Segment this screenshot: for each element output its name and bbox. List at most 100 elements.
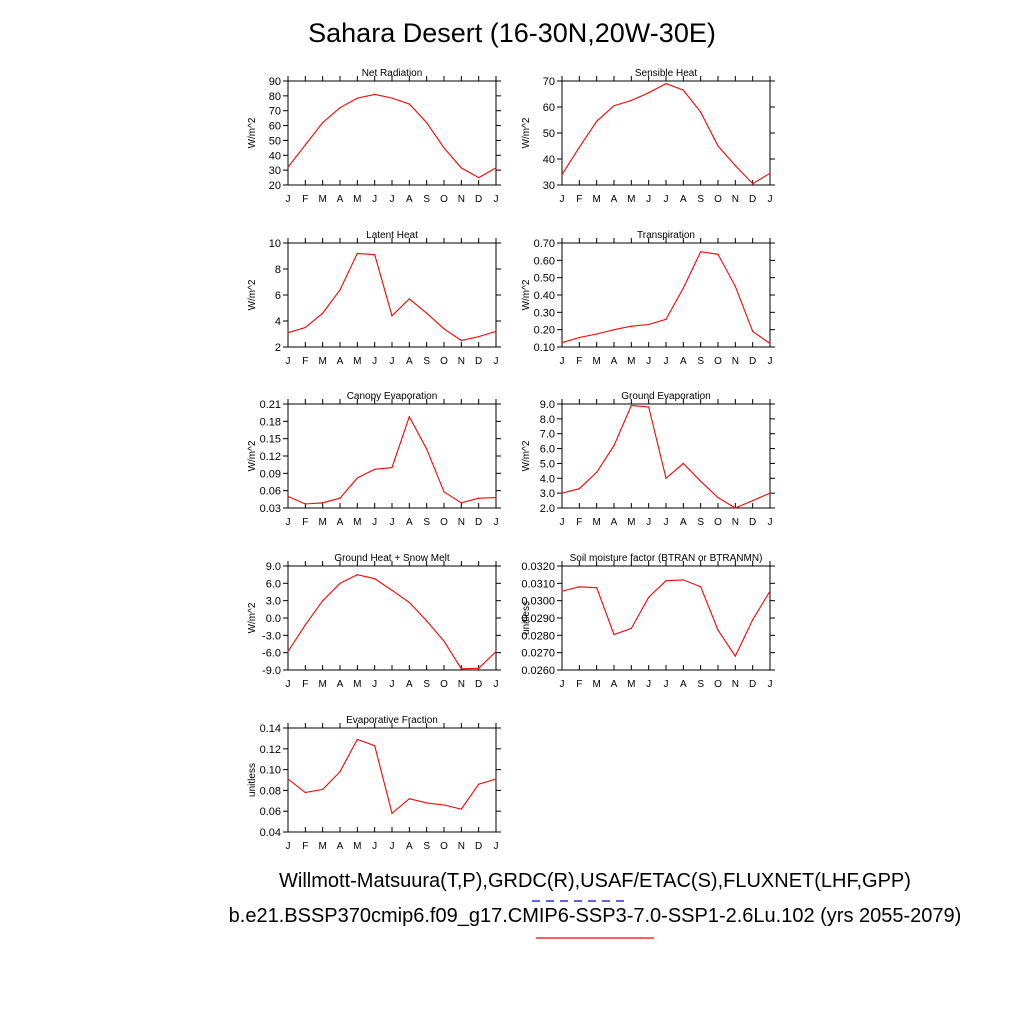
- y-tick-label: 30: [269, 165, 281, 177]
- data-point: [734, 507, 736, 509]
- data-point: [630, 404, 632, 407]
- plot-frame: [287, 403, 497, 509]
- x-tick-label: S: [423, 356, 430, 367]
- data-point: [769, 342, 771, 345]
- panel-title: Ground Evaporation: [621, 391, 711, 402]
- data-point: [374, 254, 376, 256]
- x-tick-label: A: [611, 517, 618, 528]
- y-tick-label: 9.0: [266, 561, 281, 573]
- data-point: [578, 586, 580, 588]
- data-point: [443, 491, 445, 493]
- y-tick-label: 0.0260: [521, 665, 555, 677]
- data-point: [561, 590, 563, 592]
- data-point: [752, 330, 754, 332]
- x-tick-label: O: [440, 679, 448, 690]
- data-point: [596, 587, 598, 589]
- x-tick-label: M: [627, 517, 635, 528]
- y-tick-label: 0.06: [260, 806, 281, 818]
- x-tick-label: J: [664, 356, 669, 367]
- x-tick-label: J: [390, 356, 395, 367]
- x-tick-label: D: [475, 841, 482, 852]
- data-point: [339, 771, 341, 773]
- x-tick-label: N: [732, 356, 739, 367]
- x-tick-label: J: [646, 194, 651, 205]
- data-point: [630, 99, 632, 102]
- panel-title: Canopy Evaporation: [347, 391, 438, 402]
- data-point: [339, 289, 341, 291]
- y-tick-label: 0.09: [260, 468, 281, 480]
- data-point: [391, 315, 393, 317]
- x-tick-label: A: [337, 356, 344, 367]
- y-tick-label: 50: [269, 135, 281, 147]
- data-point: [443, 328, 445, 330]
- x-tick-label: M: [318, 356, 326, 367]
- data-point: [322, 122, 324, 124]
- x-tick-label: M: [627, 194, 635, 205]
- y-tick-label: -6.0: [262, 648, 281, 660]
- data-point: [665, 580, 667, 582]
- data-point: [339, 107, 341, 109]
- y-tick-label: 50: [543, 128, 555, 140]
- data-point: [408, 103, 410, 105]
- y-tick-label: 6: [275, 290, 281, 302]
- plot-frame: [287, 80, 497, 186]
- panel-title: Evaporative Fraction: [346, 715, 438, 726]
- series-line: [561, 82, 771, 185]
- y-tick-label: 0.60: [534, 255, 555, 267]
- legend-case-label: b.e21.BSSP370cmip6.f09_g17.CMIP6-SSP3-7.…: [228, 905, 962, 927]
- y-tick-label: 4: [275, 316, 281, 328]
- x-tick-label: J: [664, 679, 669, 690]
- data-point: [717, 145, 719, 147]
- x-tick-label: N: [732, 679, 739, 690]
- x-tick-label: A: [680, 679, 687, 690]
- x-tick-label: M: [318, 194, 326, 205]
- data-point: [478, 336, 480, 338]
- data-point: [460, 808, 462, 810]
- data-point: [322, 312, 324, 314]
- x-tick-label: J: [286, 194, 291, 205]
- data-point: [561, 492, 563, 494]
- data-point: [339, 582, 341, 584]
- data-point: [356, 738, 358, 741]
- y-axis-label: W/m^2: [247, 117, 258, 148]
- data-point: [495, 497, 497, 499]
- x-tick-label: J: [494, 356, 499, 367]
- data-point: [443, 147, 445, 149]
- data-point: [700, 251, 702, 253]
- y-tick-label: 0.0290: [521, 613, 555, 625]
- series-line: [287, 415, 497, 505]
- data-point: [495, 650, 497, 653]
- series-line: [561, 404, 771, 509]
- y-tick-label: -3.0: [262, 630, 281, 642]
- x-tick-label: M: [592, 356, 600, 367]
- data-point: [752, 619, 754, 621]
- x-tick-label: N: [458, 517, 465, 528]
- y-tick-label: 5.0: [540, 458, 555, 470]
- plot-frame: [287, 727, 497, 833]
- plot-frame: [561, 80, 771, 186]
- x-tick-label: S: [423, 679, 430, 690]
- x-tick-label: J: [372, 841, 377, 852]
- x-tick-label: O: [440, 356, 448, 367]
- data-point: [561, 174, 563, 176]
- y-tick-label: 3.0: [266, 596, 281, 608]
- series-line: [561, 251, 771, 344]
- y-tick-label: 0.08: [260, 785, 281, 797]
- y-tick-label: 0.06: [260, 486, 281, 498]
- data-point: [495, 330, 497, 332]
- data-point: [426, 620, 428, 622]
- x-tick-label: J: [390, 517, 395, 528]
- x-tick-label: A: [337, 194, 344, 205]
- data-point: [769, 172, 771, 174]
- data-point: [356, 574, 358, 576]
- data-point: [648, 596, 650, 598]
- data-point: [613, 633, 615, 636]
- data-point: [630, 325, 632, 327]
- data-point: [769, 590, 771, 592]
- data-point: [734, 164, 736, 167]
- data-point: [408, 601, 410, 604]
- x-tick-label: S: [697, 194, 704, 205]
- data-point: [682, 89, 684, 91]
- y-tick-label: 0.0300: [521, 596, 555, 608]
